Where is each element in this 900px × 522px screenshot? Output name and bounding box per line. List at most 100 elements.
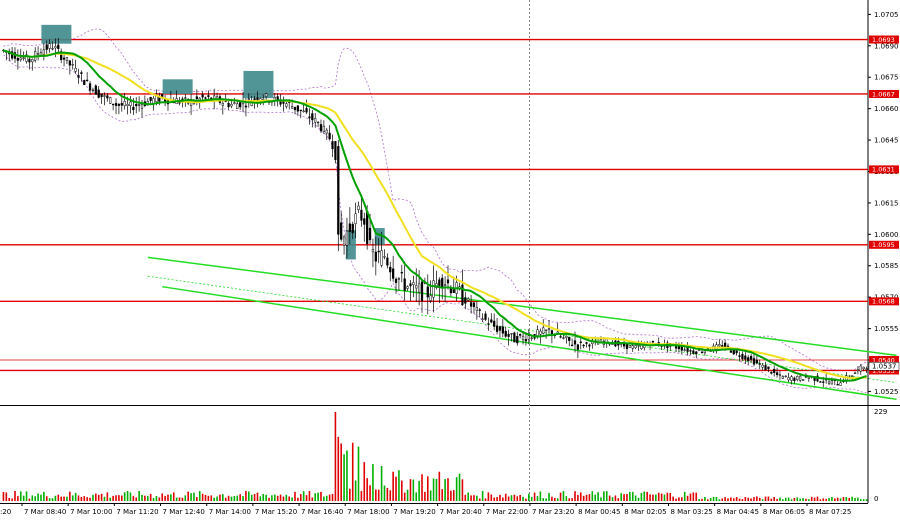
candle-body: [406, 286, 409, 289]
candle-body: [377, 250, 380, 253]
candle-body: [790, 376, 793, 381]
time-label-partial: :20: [0, 508, 11, 516]
candle-body: [504, 330, 507, 337]
candle-body: [761, 364, 764, 368]
candle-body: [830, 380, 834, 385]
time-tick-label: 8 Mar 00:45: [578, 508, 620, 516]
candle-body: [285, 103, 288, 107]
level-price-box: [869, 356, 899, 365]
candle-body: [568, 336, 571, 341]
slow-moving-average-line: [3, 49, 867, 380]
time-tick-label: 8 Mar 02:05: [624, 508, 666, 516]
candle-body: [582, 344, 585, 347]
candle-body: [429, 295, 432, 301]
candle-body: [859, 365, 862, 372]
candle-body: [348, 223, 351, 232]
candle-body: [334, 141, 337, 161]
candle-body: [628, 345, 631, 348]
candle-body: [265, 93, 268, 97]
candle-body: [42, 49, 45, 55]
candle-body: [493, 320, 496, 327]
fast-moving-average-line: [3, 49, 867, 382]
candle-body: [507, 333, 510, 337]
price-tick-label: 1.0585: [874, 262, 899, 270]
candle-body: [65, 56, 69, 61]
candle-body: [244, 105, 248, 108]
candle-body: [296, 105, 299, 112]
candle-body: [16, 58, 19, 61]
candle-body: [62, 57, 66, 60]
candle-body: [539, 330, 542, 335]
candle-body: [637, 345, 640, 347]
candle-body: [60, 51, 63, 60]
candle-body: [565, 335, 568, 338]
candle-body: [651, 340, 655, 343]
candle-body: [253, 98, 256, 101]
candle-body: [573, 340, 577, 345]
candle-body: [233, 102, 236, 104]
candle-body: [516, 336, 519, 344]
candle-body: [836, 384, 839, 386]
candle-body: [230, 103, 233, 107]
candle-body: [28, 58, 31, 63]
candle-body: [68, 60, 71, 66]
candle-body: [19, 57, 22, 61]
candle-body: [83, 80, 86, 85]
candle-body: [729, 350, 732, 353]
volume-zero-label: 0: [874, 495, 878, 503]
candle-body: [25, 54, 28, 62]
candle-body: [718, 344, 721, 347]
candle-body: [400, 272, 403, 274]
candle-body: [443, 284, 447, 286]
candle-body: [308, 116, 311, 119]
candle-body: [418, 283, 421, 293]
level-price-label: 1.0595: [872, 241, 895, 249]
candle-body: [796, 376, 799, 381]
time-tick-label: 7 Mar 22:00: [486, 508, 528, 516]
candle-body: [114, 103, 118, 106]
candle-body: [625, 343, 629, 349]
level-price-box: [869, 165, 899, 174]
signal-marker-2: [162, 79, 193, 94]
candle-body: [579, 341, 582, 343]
candle-body: [337, 146, 340, 235]
time-tick-label: 7 Mar 11:20: [116, 508, 158, 516]
candle-body: [851, 375, 854, 377]
candle-body: [755, 359, 758, 364]
candle-body: [112, 103, 115, 106]
trend-channel-line-1: [147, 256, 897, 357]
candle-body: [420, 281, 424, 302]
candle-body: [498, 326, 502, 331]
price-tick-label: 1.0645: [874, 137, 899, 145]
candle-body: [839, 382, 842, 386]
candle-body: [446, 279, 450, 284]
candle-body: [692, 350, 695, 354]
candle-body: [801, 378, 805, 381]
price-tick-label: 1.0615: [874, 199, 899, 207]
candle-body: [703, 350, 707, 354]
candle-body: [109, 97, 112, 104]
candle-body: [227, 102, 230, 108]
candle-body: [45, 44, 48, 50]
candle-body: [426, 286, 429, 298]
candle-body: [354, 213, 357, 225]
time-tick-label: 7 Mar 08:40: [24, 508, 66, 516]
candle-body: [744, 355, 747, 360]
candle-body: [71, 64, 74, 66]
candle-body: [97, 89, 100, 98]
candle-body: [120, 103, 123, 106]
candle-body: [305, 108, 308, 113]
candle-body: [149, 96, 152, 101]
candle-body: [366, 210, 369, 244]
current-price-box: [868, 362, 900, 371]
time-tick-label: 7 Mar 23:20: [532, 508, 574, 516]
candle-body: [865, 368, 868, 370]
trend-channel-line-2: [162, 285, 897, 401]
volume-max-label: 229: [874, 408, 887, 416]
candle-body: [106, 95, 109, 99]
candle-body: [862, 366, 865, 370]
candle-body: [77, 75, 80, 78]
